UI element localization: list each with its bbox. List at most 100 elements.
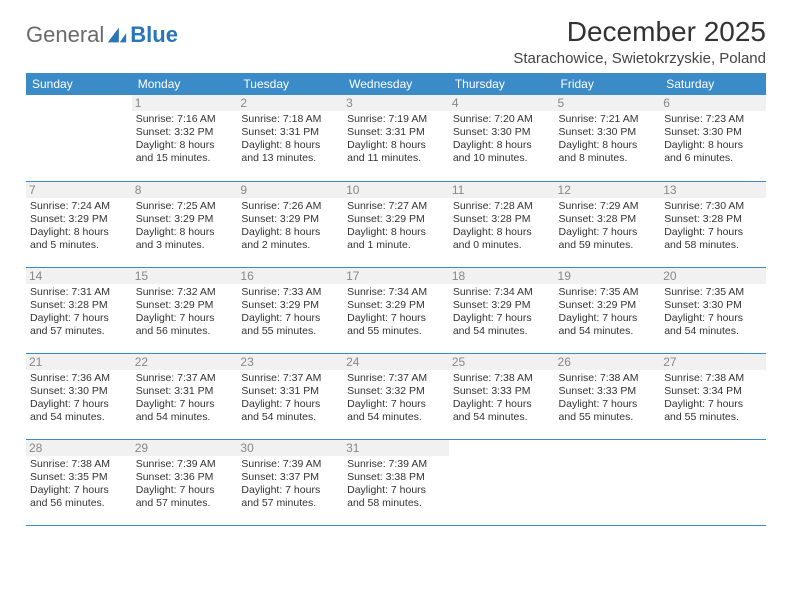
sunrise-text: Sunrise: 7:34 AM [347, 286, 445, 299]
day-details: Sunrise: 7:38 AMSunset: 3:35 PMDaylight:… [30, 458, 128, 511]
sunrise-text: Sunrise: 7:37 AM [241, 372, 339, 385]
calendar-cell: 28Sunrise: 7:38 AMSunset: 3:35 PMDayligh… [26, 439, 132, 525]
calendar-week-row: 14Sunrise: 7:31 AMSunset: 3:28 PMDayligh… [26, 267, 766, 353]
day-details: Sunrise: 7:23 AMSunset: 3:30 PMDaylight:… [664, 113, 762, 166]
day-details: Sunrise: 7:35 AMSunset: 3:30 PMDaylight:… [664, 286, 762, 339]
weekday-header: Monday [132, 73, 238, 95]
daylight-text: Daylight: 8 hours and 13 minutes. [241, 139, 339, 165]
daylight-text: Daylight: 7 hours and 57 minutes. [30, 312, 128, 338]
header: General Blue December 2025 Starachowice,… [26, 16, 766, 67]
calendar-cell: 2 Sunrise: 7:18 AMSunset: 3:31 PMDaylight… [237, 95, 343, 181]
sunrise-text: Sunrise: 7:30 AM [664, 200, 762, 213]
daylight-text: Daylight: 8 hours and 8 minutes. [559, 139, 657, 165]
calendar-cell: 4Sunrise: 7:20 AMSunset: 3:30 PMDaylight… [449, 95, 555, 181]
sunset-text: Sunset: 3:30 PM [664, 299, 762, 312]
sunset-text: Sunset: 3:31 PM [241, 385, 339, 398]
daylight-text: Daylight: 7 hours and 56 minutes. [136, 312, 234, 338]
calendar-cell [660, 439, 766, 525]
day-details: Sunrise: 7:39 AMSunset: 3:38 PMDaylight:… [347, 458, 445, 511]
logo-text-general: General [26, 22, 104, 48]
day-number: 14 [26, 268, 132, 284]
daylight-text: Daylight: 7 hours and 56 minutes. [30, 484, 128, 510]
daylight-text: Daylight: 7 hours and 58 minutes. [664, 226, 762, 252]
calendar-cell: 10Sunrise: 7:27 AMSunset: 3:29 PMDayligh… [343, 181, 449, 267]
sunset-text: Sunset: 3:31 PM [136, 385, 234, 398]
calendar-cell: 21Sunrise: 7:36 AMSunset: 3:30 PMDayligh… [26, 353, 132, 439]
day-number: 5 [555, 95, 661, 111]
calendar-cell: 23Sunrise: 7:37 AMSunset: 3:31 PMDayligh… [237, 353, 343, 439]
calendar-cell: 5Sunrise: 7:21 AMSunset: 3:30 PMDaylight… [555, 95, 661, 181]
calendar-cell: 11Sunrise: 7:28 AMSunset: 3:28 PMDayligh… [449, 181, 555, 267]
sunset-text: Sunset: 3:33 PM [559, 385, 657, 398]
sunrise-text: Sunrise: 7:35 AM [559, 286, 657, 299]
sunrise-text: Sunrise: 7:26 AM [241, 200, 339, 213]
day-details: Sunrise: 7:36 AMSunset: 3:30 PMDaylight:… [30, 372, 128, 425]
month-title: December 2025 [513, 16, 766, 48]
day-details: Sunrise: 7:37 AMSunset: 3:31 PMDaylight:… [136, 372, 234, 425]
sunrise-text: Sunrise: 7:21 AM [559, 113, 657, 126]
sunrise-text: Sunrise: 7:38 AM [453, 372, 551, 385]
calendar-cell: 9 Sunrise: 7:26 AMSunset: 3:29 PMDaylight… [237, 181, 343, 267]
calendar-cell: 16Sunrise: 7:33 AMSunset: 3:29 PMDayligh… [237, 267, 343, 353]
sunset-text: Sunset: 3:29 PM [347, 213, 445, 226]
sunrise-text: Sunrise: 7:35 AM [664, 286, 762, 299]
daylight-text: Daylight: 7 hours and 57 minutes. [241, 484, 339, 510]
day-details: Sunrise: 7:19 AMSunset: 3:31 PMDaylight:… [347, 113, 445, 166]
day-details: Sunrise: 7:28 AMSunset: 3:28 PMDaylight:… [453, 200, 551, 253]
day-details: Sunrise: 7:37 AMSunset: 3:31 PMDaylight:… [241, 372, 339, 425]
calendar-cell: 15Sunrise: 7:32 AMSunset: 3:29 PMDayligh… [132, 267, 238, 353]
weekday-header: Sunday [26, 73, 132, 95]
calendar-cell: 30Sunrise: 7:39 AMSunset: 3:37 PMDayligh… [237, 439, 343, 525]
sunset-text: Sunset: 3:28 PM [664, 213, 762, 226]
sunset-text: Sunset: 3:29 PM [453, 299, 551, 312]
sunset-text: Sunset: 3:29 PM [241, 299, 339, 312]
day-details: Sunrise: 7:38 AMSunset: 3:33 PMDaylight:… [453, 372, 551, 425]
day-number: 20 [660, 268, 766, 284]
day-details: Sunrise: 7:26 AMSunset: 3:29 PMDaylight:… [241, 200, 339, 253]
sunrise-text: Sunrise: 7:25 AM [136, 200, 234, 213]
daylight-text: Daylight: 7 hours and 54 minutes. [30, 398, 128, 424]
day-details: Sunrise: 7:29 AMSunset: 3:28 PMDaylight:… [559, 200, 657, 253]
day-details: Sunrise: 7:18 AMSunset: 3:31 PMDaylight:… [241, 113, 339, 166]
sunrise-text: Sunrise: 7:16 AM [136, 113, 234, 126]
sunset-text: Sunset: 3:30 PM [30, 385, 128, 398]
sunrise-text: Sunrise: 7:38 AM [559, 372, 657, 385]
calendar-cell: 6Sunrise: 7:23 AMSunset: 3:30 PMDaylight… [660, 95, 766, 181]
day-details: Sunrise: 7:33 AMSunset: 3:29 PMDaylight:… [241, 286, 339, 339]
daylight-text: Daylight: 7 hours and 55 minutes. [664, 398, 762, 424]
daylight-text: Daylight: 7 hours and 54 minutes. [453, 312, 551, 338]
sunrise-text: Sunrise: 7:18 AM [241, 113, 339, 126]
calendar-cell [555, 439, 661, 525]
sunrise-text: Sunrise: 7:27 AM [347, 200, 445, 213]
calendar-cell: 1Sunrise: 7:16 AMSunset: 3:32 PMDaylight… [132, 95, 238, 181]
sunrise-text: Sunrise: 7:37 AM [136, 372, 234, 385]
sunrise-text: Sunrise: 7:39 AM [241, 458, 339, 471]
sunset-text: Sunset: 3:33 PM [453, 385, 551, 398]
day-number: 26 [555, 354, 661, 370]
calendar-cell: 18Sunrise: 7:34 AMSunset: 3:29 PMDayligh… [449, 267, 555, 353]
daylight-text: Daylight: 7 hours and 54 minutes. [347, 398, 445, 424]
sunset-text: Sunset: 3:28 PM [30, 299, 128, 312]
sunset-text: Sunset: 3:28 PM [453, 213, 551, 226]
day-number: 9 [237, 182, 343, 198]
logo-triangle-icon [106, 24, 128, 46]
calendar-table: Sunday Monday Tuesday Wednesday Thursday… [26, 73, 766, 526]
calendar-week-row: 21Sunrise: 7:36 AMSunset: 3:30 PMDayligh… [26, 353, 766, 439]
calendar-cell: 27Sunrise: 7:38 AMSunset: 3:34 PMDayligh… [660, 353, 766, 439]
logo-text-blue: Blue [130, 22, 178, 48]
day-number: 27 [660, 354, 766, 370]
sunset-text: Sunset: 3:28 PM [559, 213, 657, 226]
calendar-week-row: 1Sunrise: 7:16 AMSunset: 3:32 PMDaylight… [26, 95, 766, 181]
sunrise-text: Sunrise: 7:34 AM [453, 286, 551, 299]
sunrise-text: Sunrise: 7:36 AM [30, 372, 128, 385]
sunset-text: Sunset: 3:31 PM [241, 126, 339, 139]
sunrise-text: Sunrise: 7:20 AM [453, 113, 551, 126]
sunset-text: Sunset: 3:31 PM [347, 126, 445, 139]
day-number: 2 [237, 95, 343, 111]
day-number: 29 [132, 440, 238, 456]
daylight-text: Daylight: 7 hours and 54 minutes. [453, 398, 551, 424]
day-details: Sunrise: 7:24 AMSunset: 3:29 PMDaylight:… [30, 200, 128, 253]
day-number: 7 [26, 182, 132, 198]
sunset-text: Sunset: 3:30 PM [453, 126, 551, 139]
calendar-cell: 22Sunrise: 7:37 AMSunset: 3:31 PMDayligh… [132, 353, 238, 439]
